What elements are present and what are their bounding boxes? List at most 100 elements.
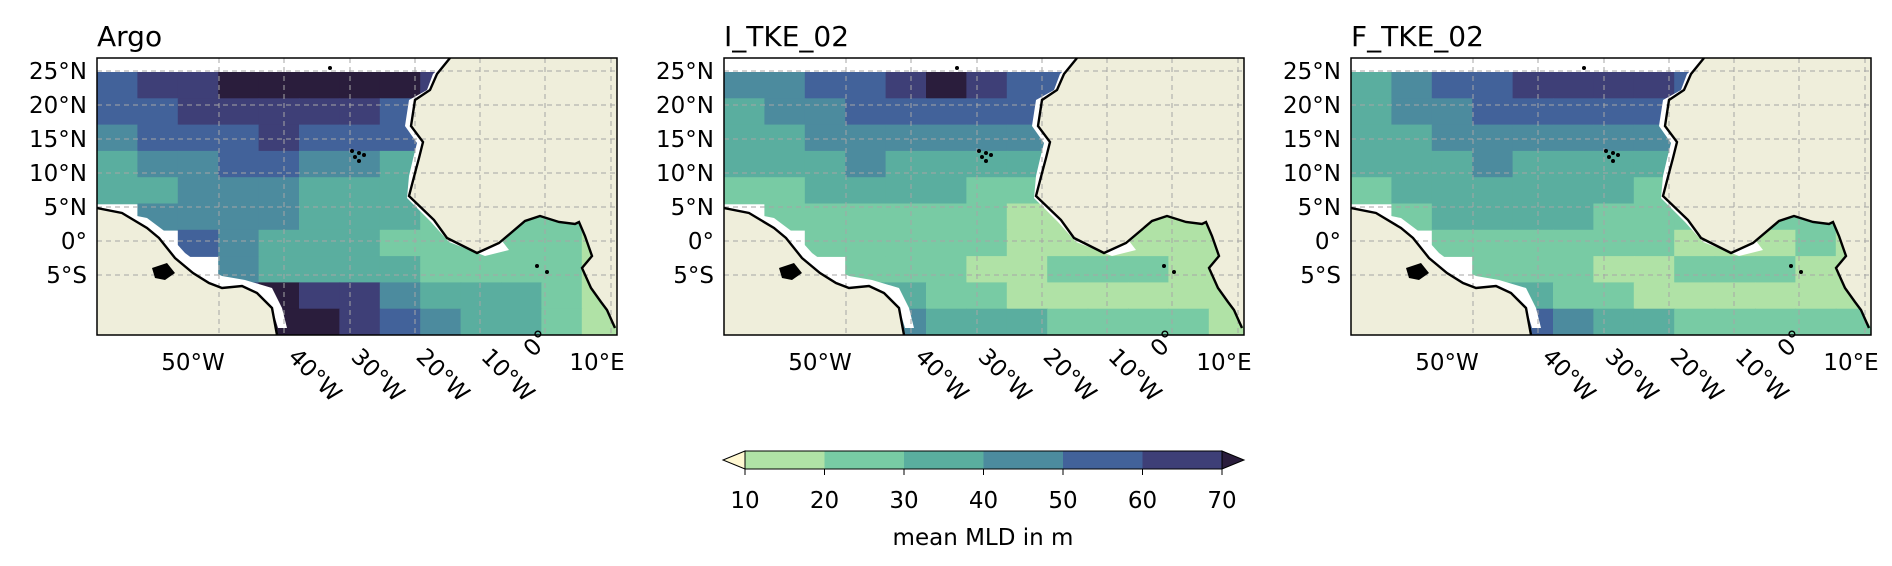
mld-cell [1047, 282, 1089, 310]
island [1799, 270, 1803, 274]
land [1833, 222, 1871, 328]
mld-cell [885, 256, 927, 284]
lat-tick-label: 20°N [656, 93, 714, 119]
mld-cell [1431, 177, 1473, 205]
mld-cell [1795, 308, 1837, 335]
mld-cell [885, 98, 927, 126]
mld-cell [1351, 177, 1393, 205]
lat-tick-label: 15°N [656, 127, 714, 153]
mld-cell [1553, 203, 1595, 231]
lon-tick-label: 30°W [1600, 344, 1663, 407]
map-frame [96, 57, 618, 336]
island [362, 153, 366, 157]
mld-cell [724, 177, 766, 205]
mld-cell [1006, 229, 1048, 257]
colorbar-tick-label: 40 [969, 488, 998, 514]
lat-tick-label: 0° [61, 229, 87, 255]
island [984, 151, 988, 155]
coastline-africa [1034, 58, 1244, 329]
mld-cell [966, 256, 1008, 284]
colorbar-bin [1063, 451, 1143, 469]
mld-cell [299, 124, 341, 152]
mld-cell [804, 229, 846, 257]
mld-cell [926, 177, 968, 205]
mld-cell [1351, 150, 1393, 178]
mld-cell [622, 282, 663, 309]
mld-cell [1876, 282, 1892, 309]
mld-cell [1351, 98, 1393, 126]
coastline-south-america [1351, 206, 1533, 335]
mld-cell [1553, 150, 1595, 178]
mld-cell [966, 308, 1008, 335]
panel-title: Argo [97, 20, 162, 53]
lat-tick-label: 5°N [671, 195, 714, 221]
mld-cell [1593, 98, 1635, 126]
colorbar-bin [745, 451, 825, 469]
mld-cell [1391, 177, 1433, 205]
mld-cell [501, 256, 543, 284]
colorbar-tick-label: 70 [1207, 488, 1236, 514]
mld-cell [1593, 256, 1635, 284]
mld-cell [1249, 309, 1290, 336]
colorbar-over-arrow [1221, 450, 1246, 470]
mld-cell [299, 150, 341, 178]
mld-cell [258, 203, 300, 231]
mld-cell [1553, 72, 1595, 100]
mld-cell [764, 72, 806, 100]
mld-cell [1128, 308, 1170, 335]
land [1351, 208, 1531, 335]
mld-cell [177, 229, 219, 257]
mld-cell [420, 256, 462, 284]
mld-cell [1755, 256, 1797, 284]
lat-tick-label: 25°N [29, 59, 87, 85]
mld-cell [137, 98, 179, 126]
island [357, 151, 361, 155]
mld-cell [339, 282, 381, 310]
mld-cell [299, 203, 341, 231]
mld-cell [1391, 72, 1433, 100]
panel-title: I_TKE_02 [724, 20, 849, 53]
land [97, 58, 617, 253]
colorbar-bin [983, 451, 1064, 469]
mld-cell [966, 282, 1008, 310]
mld-cell [177, 124, 219, 152]
mld-cell [845, 177, 887, 205]
mld-cell [97, 177, 139, 205]
mld-cell [1593, 177, 1635, 205]
mld-cell [1472, 124, 1514, 152]
mld-cell [845, 229, 887, 257]
lon-tick-label: 50°W [1415, 350, 1479, 376]
mld-cell [1593, 124, 1635, 152]
mld-cell [1755, 282, 1797, 310]
mld-cell [1006, 256, 1048, 284]
mld-cell [1633, 72, 1675, 100]
mld-cell [177, 98, 219, 126]
colorbar-tick-label: 50 [1048, 488, 1077, 514]
lon-tick-label: 20°W [411, 344, 474, 407]
mld-cell [804, 72, 846, 100]
mld-cell [177, 203, 219, 231]
mld-cell [97, 150, 139, 178]
lat-tick-label: 5°S [46, 263, 87, 289]
mld-cell [926, 150, 968, 178]
mld-cell [379, 229, 421, 257]
mld-cell [1431, 150, 1473, 178]
mld-cell [926, 72, 968, 100]
mld-cell [1593, 150, 1635, 178]
island [1582, 66, 1586, 70]
mld-cell [1431, 203, 1473, 231]
mld-cell [926, 98, 968, 126]
colorbar-tick-label: 60 [1128, 488, 1157, 514]
mld-cell [218, 124, 260, 152]
island [1616, 153, 1620, 157]
mld-cell [1168, 308, 1210, 335]
mld-cell [1593, 229, 1635, 257]
mld-cell [1553, 256, 1595, 284]
mld-cell [177, 150, 219, 178]
island [977, 149, 981, 153]
mld-cell [379, 256, 421, 284]
mld-cell [724, 98, 766, 126]
mld-cell [97, 72, 139, 100]
mld-cell [1168, 282, 1210, 310]
mld-cell [541, 308, 583, 335]
